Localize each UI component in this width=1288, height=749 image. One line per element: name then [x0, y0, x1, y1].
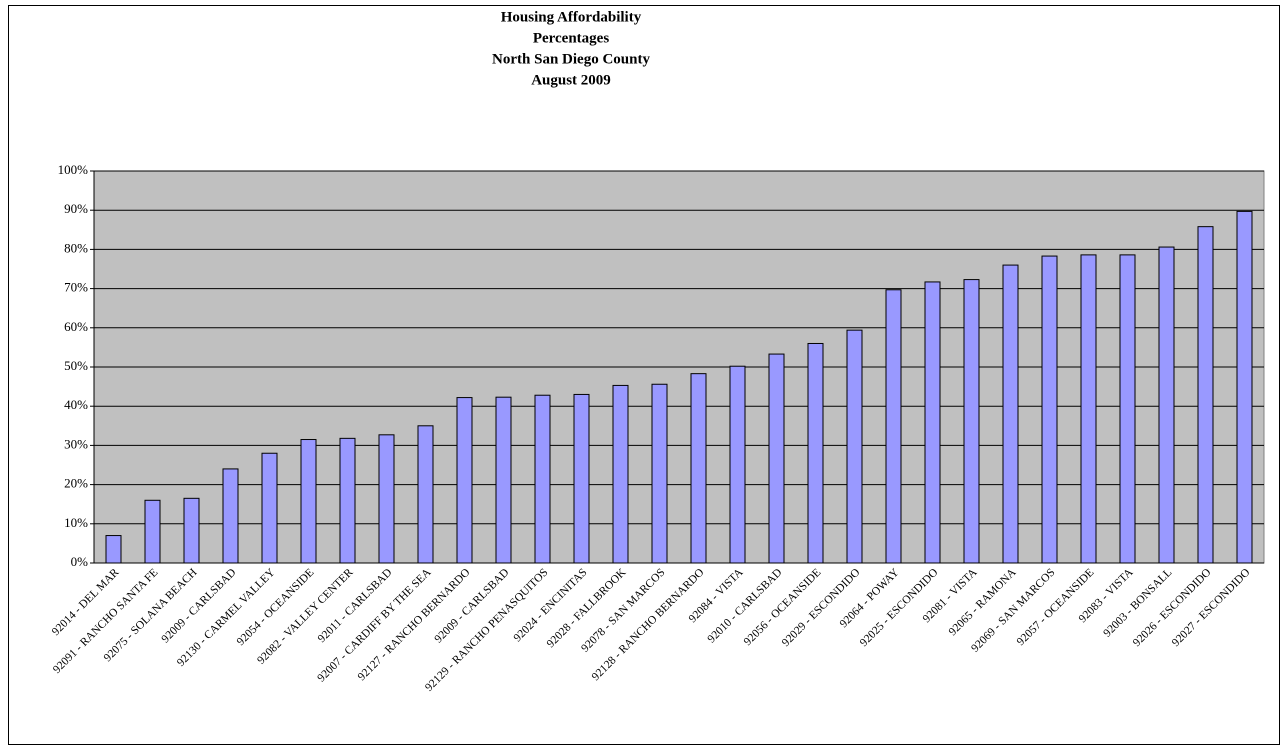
bar	[963, 279, 980, 564]
bar	[144, 499, 161, 564]
y-tick-label: 80%	[64, 240, 88, 255]
bar	[339, 437, 356, 564]
bar	[573, 393, 590, 564]
y-tick-label: 10%	[64, 515, 88, 530]
chart-title: August 2009	[531, 72, 611, 88]
bar	[924, 281, 941, 564]
chart-title: Housing Affordability	[501, 9, 642, 25]
y-tick-label: 100%	[58, 162, 89, 177]
bar	[183, 497, 200, 564]
bar	[846, 329, 863, 564]
bar	[1158, 246, 1175, 564]
bar	[885, 289, 902, 564]
bar	[1041, 255, 1058, 564]
chart-title: North San Diego County	[492, 51, 650, 67]
bar	[807, 342, 824, 564]
bar	[300, 439, 317, 564]
bar	[1197, 226, 1214, 564]
bar	[690, 373, 707, 564]
bar	[651, 383, 668, 564]
bar	[417, 425, 434, 564]
y-tick-label: 20%	[64, 476, 88, 491]
bar	[612, 384, 629, 564]
bar	[768, 353, 785, 564]
bar	[1080, 254, 1097, 564]
y-tick-label: 40%	[64, 397, 88, 412]
bar	[1002, 264, 1019, 564]
bar	[495, 396, 512, 564]
bar	[456, 397, 473, 564]
y-tick-label: 70%	[64, 280, 88, 295]
y-tick-label: 90%	[64, 201, 88, 216]
y-tick-label: 30%	[64, 436, 88, 451]
y-tick-label: 50%	[64, 358, 88, 373]
bar	[378, 434, 395, 564]
bar	[1236, 210, 1253, 564]
chart-title: Percentages	[533, 30, 610, 46]
bar	[729, 365, 746, 564]
bar	[105, 535, 122, 564]
bar	[222, 468, 239, 564]
y-tick-label: 60%	[64, 319, 88, 334]
bar	[534, 394, 551, 564]
y-tick-label: 0%	[71, 554, 89, 569]
bar	[1119, 254, 1136, 564]
bar	[261, 452, 278, 564]
